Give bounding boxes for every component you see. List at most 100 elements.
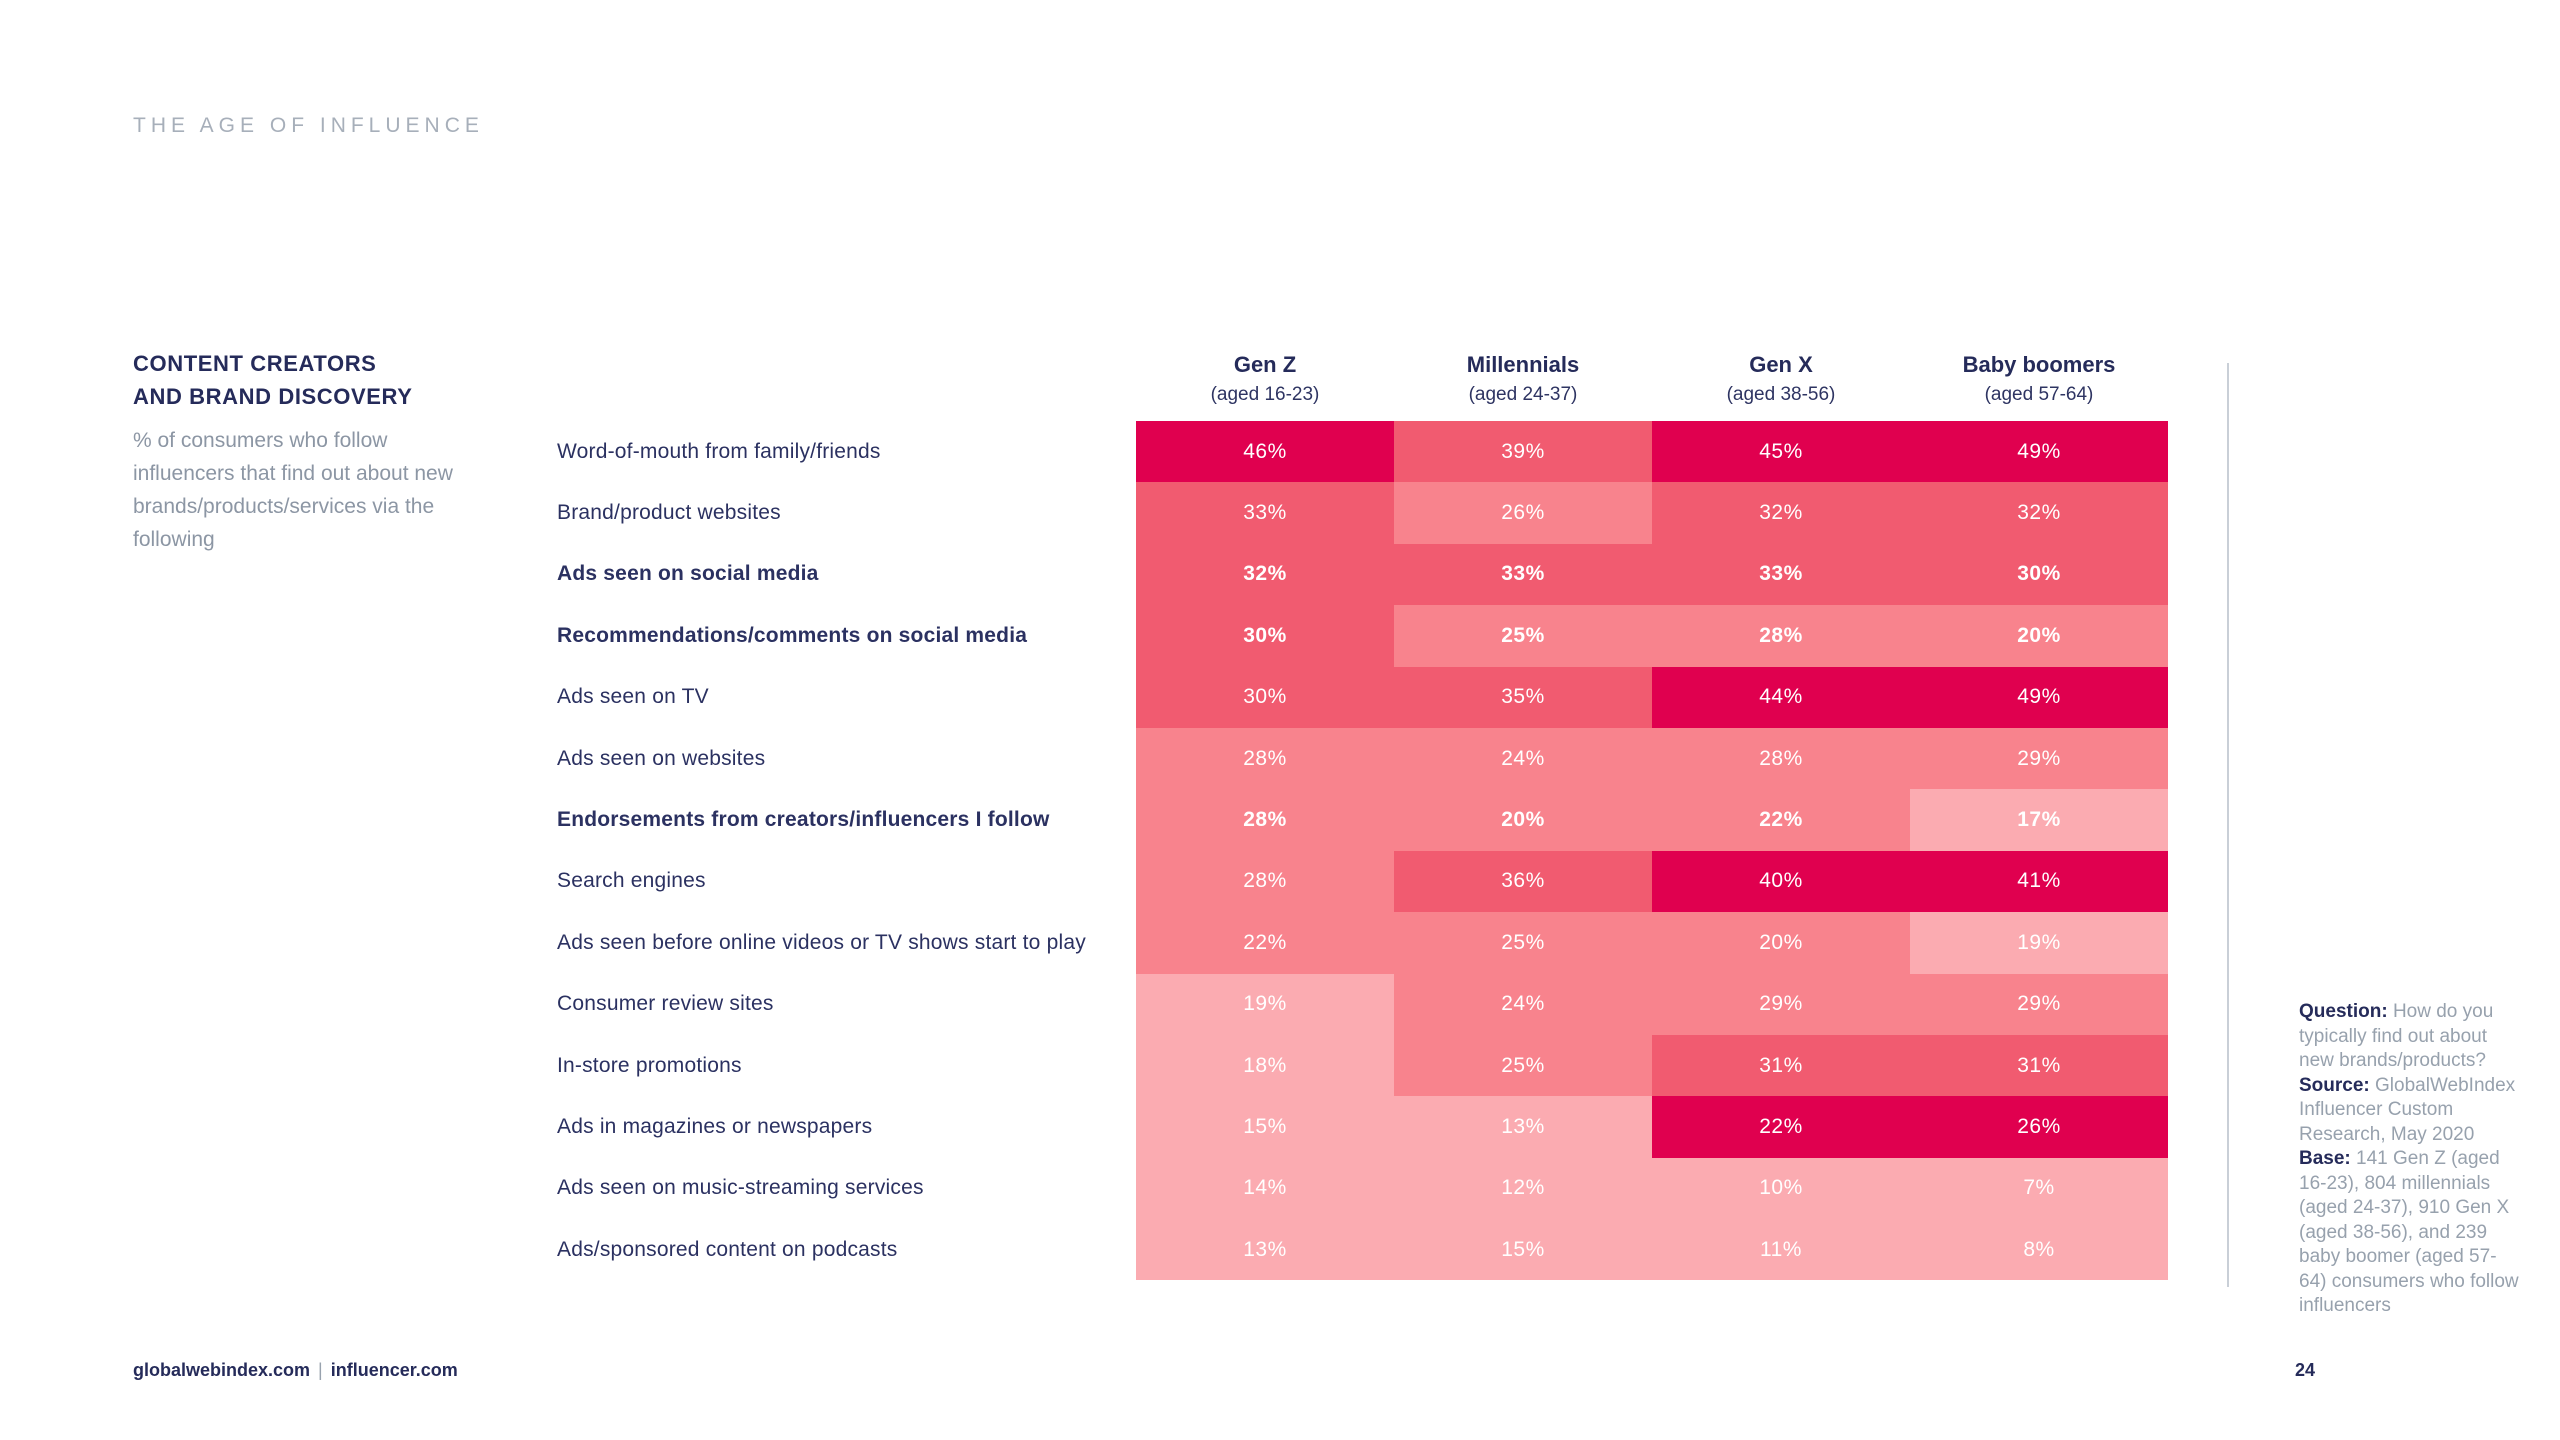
column-name: Gen Z — [1233, 352, 1297, 377]
column-header-millennials: Millennials (aged 24-37) — [1394, 352, 1652, 406]
source-label: Source: — [2299, 1074, 2370, 1096]
heat-cell: 30% — [1910, 543, 2168, 606]
row-label: In-store promotions — [557, 1053, 742, 1077]
footer-sites: globalwebindex.com | influencer.com — [133, 1360, 458, 1381]
heat-cell: 39% — [1394, 421, 1652, 483]
heat-cell: 15% — [1136, 1096, 1394, 1158]
chart-title-line1: CONTENT CREATORS — [133, 351, 377, 376]
heat-cell: 15% — [1394, 1219, 1652, 1281]
column-age-range: (aged 38-56) — [1726, 384, 1836, 405]
heat-cell: 14% — [1136, 1157, 1394, 1220]
question-text: How do you typically find out about new … — [2299, 1001, 2494, 1071]
heat-cell: 25% — [1394, 912, 1652, 974]
heat-cell: 12% — [1394, 1157, 1652, 1220]
heat-cell: 20% — [1394, 789, 1652, 851]
heat-cell: 32% — [1136, 543, 1394, 606]
heat-cell: 7% — [1910, 1157, 2168, 1220]
heat-cell: 30% — [1136, 666, 1394, 728]
heat-cell: 30% — [1136, 605, 1394, 667]
page-number: 24 — [2295, 1360, 2316, 1380]
row-label: Ads seen on social media — [557, 562, 819, 586]
row-label: Ads seen on TV — [557, 685, 709, 709]
row-label: Recommendations/comments on social media — [557, 623, 1028, 647]
heat-cell: 20% — [1910, 605, 2168, 667]
footer-separator: | — [318, 1360, 323, 1380]
heat-cell: 29% — [1910, 727, 2168, 790]
column-name: Millennials — [1466, 352, 1580, 377]
heat-cell: 25% — [1394, 1034, 1652, 1097]
heat-cell: 29% — [1910, 973, 2168, 1035]
row-label: Consumer review sites — [557, 992, 774, 1016]
heat-cell: 18% — [1136, 1034, 1394, 1097]
chart-title-line2: AND BRAND DISCOVERY — [133, 384, 413, 409]
heat-cell: 44% — [1652, 666, 1910, 728]
heat-cell: 33% — [1652, 543, 1910, 606]
row-label: Ads seen before online videos or TV show… — [557, 930, 1086, 954]
heat-cell: 26% — [1394, 482, 1652, 544]
question-label: Question: — [2299, 1001, 2388, 1022]
heat-cell: 13% — [1136, 1219, 1394, 1281]
base-text: 141 Gen Z (aged 16-23), 804 millennials … — [2299, 1148, 2519, 1316]
footer-site-globalwebindex: globalwebindex.com — [133, 1360, 311, 1380]
heat-cell: 32% — [1910, 482, 2168, 544]
row-label: Ads seen on websites — [557, 746, 766, 770]
row-label: Ads/sponsored content on podcasts — [557, 1237, 898, 1261]
row-label: Ads in magazines or newspapers — [557, 1114, 873, 1138]
source-note: Question: How do you typically find out … — [2299, 1000, 2519, 1319]
heat-cell: 33% — [1394, 543, 1652, 606]
heat-cell: 36% — [1394, 850, 1652, 913]
heat-cell: 31% — [1652, 1034, 1910, 1097]
row-label: Search engines — [557, 869, 706, 893]
heat-cell: 22% — [1652, 1096, 1910, 1158]
heat-cell: 41% — [1910, 850, 2168, 913]
column-name: Baby boomers — [1962, 352, 2116, 377]
heat-cell: 10% — [1652, 1157, 1910, 1220]
slide-eyebrow-title: THE AGE OF INFLUENCE — [133, 114, 484, 137]
heat-cell: 19% — [1136, 973, 1394, 1035]
column-age-range: (aged 16-23) — [1210, 384, 1320, 405]
heat-cell: 24% — [1394, 727, 1652, 790]
heat-cell: 28% — [1652, 727, 1910, 790]
heat-cell: 49% — [1910, 421, 2168, 483]
row-label: Word-of-mouth from family/friends — [557, 439, 881, 463]
heat-cell: 46% — [1136, 421, 1394, 483]
heat-cell: 11% — [1652, 1219, 1910, 1281]
heat-cell: 31% — [1910, 1034, 2168, 1097]
heat-cell: 20% — [1652, 912, 1910, 974]
heat-cell: 17% — [1910, 789, 2168, 851]
chart-title: CONTENT CREATORS AND BRAND DISCOVERY — [133, 347, 533, 413]
heat-cell: 49% — [1910, 666, 2168, 728]
heat-cell: 13% — [1394, 1096, 1652, 1158]
heat-cell: 29% — [1652, 973, 1910, 1035]
heat-cell: 35% — [1394, 666, 1652, 728]
heat-cell: 28% — [1136, 850, 1394, 913]
chart-intro-panel: CONTENT CREATORS AND BRAND DISCOVERY % o… — [133, 347, 533, 556]
heat-cell: 22% — [1136, 912, 1394, 974]
heat-cell: 28% — [1136, 789, 1394, 851]
column-header-gen-x: Gen X (aged 38-56) — [1652, 352, 1910, 406]
source-text: GlobalWebIndex Influencer Custom Researc… — [2299, 1074, 2516, 1145]
chart-subtitle: % of consumers who follow influencers th… — [133, 429, 453, 551]
base-label: Base: — [2299, 1148, 2351, 1169]
column-age-range: (aged 24-37) — [1468, 384, 1578, 405]
column-headers: Gen Z (aged 16-23) Millennials (aged 24-… — [1136, 352, 2168, 406]
heat-cell: 22% — [1652, 789, 1910, 851]
column-name: Gen X — [1749, 352, 1813, 377]
heat-cell: 8% — [1910, 1219, 2168, 1281]
heat-cell: 32% — [1652, 482, 1910, 544]
heat-cell: 40% — [1652, 850, 1910, 913]
heat-cell: 28% — [1136, 727, 1394, 790]
row-label: Ads seen on music-streaming services — [557, 1176, 924, 1200]
row-label: Endorsements from creators/influencers I… — [557, 808, 1050, 832]
column-age-range: (aged 57-64) — [1984, 384, 2094, 405]
heat-cell: 28% — [1652, 605, 1910, 667]
vertical-divider-line — [2227, 363, 2229, 1287]
column-header-baby-boomers: Baby boomers (aged 57-64) — [1910, 352, 2168, 406]
column-header-gen-z: Gen Z (aged 16-23) — [1136, 352, 1394, 406]
footer-site-influencer: influencer.com — [330, 1360, 458, 1380]
heat-cell: 45% — [1652, 421, 1910, 483]
heat-cell: 26% — [1910, 1096, 2168, 1158]
heat-cell: 19% — [1910, 912, 2168, 974]
row-label: Brand/product websites — [557, 501, 781, 525]
heat-table: Word-of-mouth from family/friends 46% 39% 4… — [557, 421, 2168, 1281]
